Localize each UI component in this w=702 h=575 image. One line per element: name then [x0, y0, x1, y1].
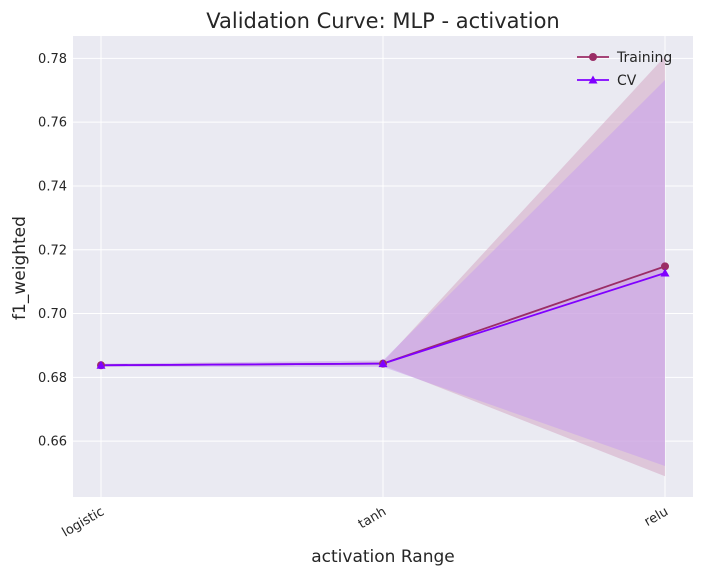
x-axis-label: activation Range	[311, 547, 454, 567]
y-tick-label: 0.70	[38, 307, 67, 322]
cv-band	[101, 80, 665, 467]
cv-point	[660, 268, 670, 277]
y-axis-label: f1_weighted	[10, 216, 30, 320]
training-point	[661, 262, 669, 271]
x-tick-labels: logistic tanh relu	[60, 504, 671, 540]
y-tick-label: 0.68	[38, 371, 67, 386]
series-markers	[96, 262, 670, 370]
y-tick-label: 0.74	[38, 179, 67, 194]
legend-label: CV	[617, 73, 637, 89]
legend-label: Training	[616, 50, 672, 66]
y-tick-labels: 0.66 0.68 0.70 0.72 0.74 0.76 0.78	[38, 52, 67, 450]
chart-title: Validation Curve: MLP - activation	[206, 9, 560, 33]
legend-marker	[589, 53, 597, 61]
x-tick-label: logistic	[60, 504, 107, 540]
y-tick-label: 0.66	[38, 435, 67, 450]
x-tick-label: tanh	[356, 504, 389, 532]
cv-point	[96, 360, 106, 369]
legend: Training CV	[577, 50, 672, 89]
legend-marker	[588, 75, 598, 84]
y-tick-label: 0.76	[38, 116, 67, 131]
y-tick-label: 0.72	[38, 243, 67, 258]
x-tick-label: relu	[642, 504, 671, 529]
error-bands	[101, 56, 665, 477]
y-tick-label: 0.78	[38, 52, 67, 67]
cv-point	[378, 359, 388, 368]
